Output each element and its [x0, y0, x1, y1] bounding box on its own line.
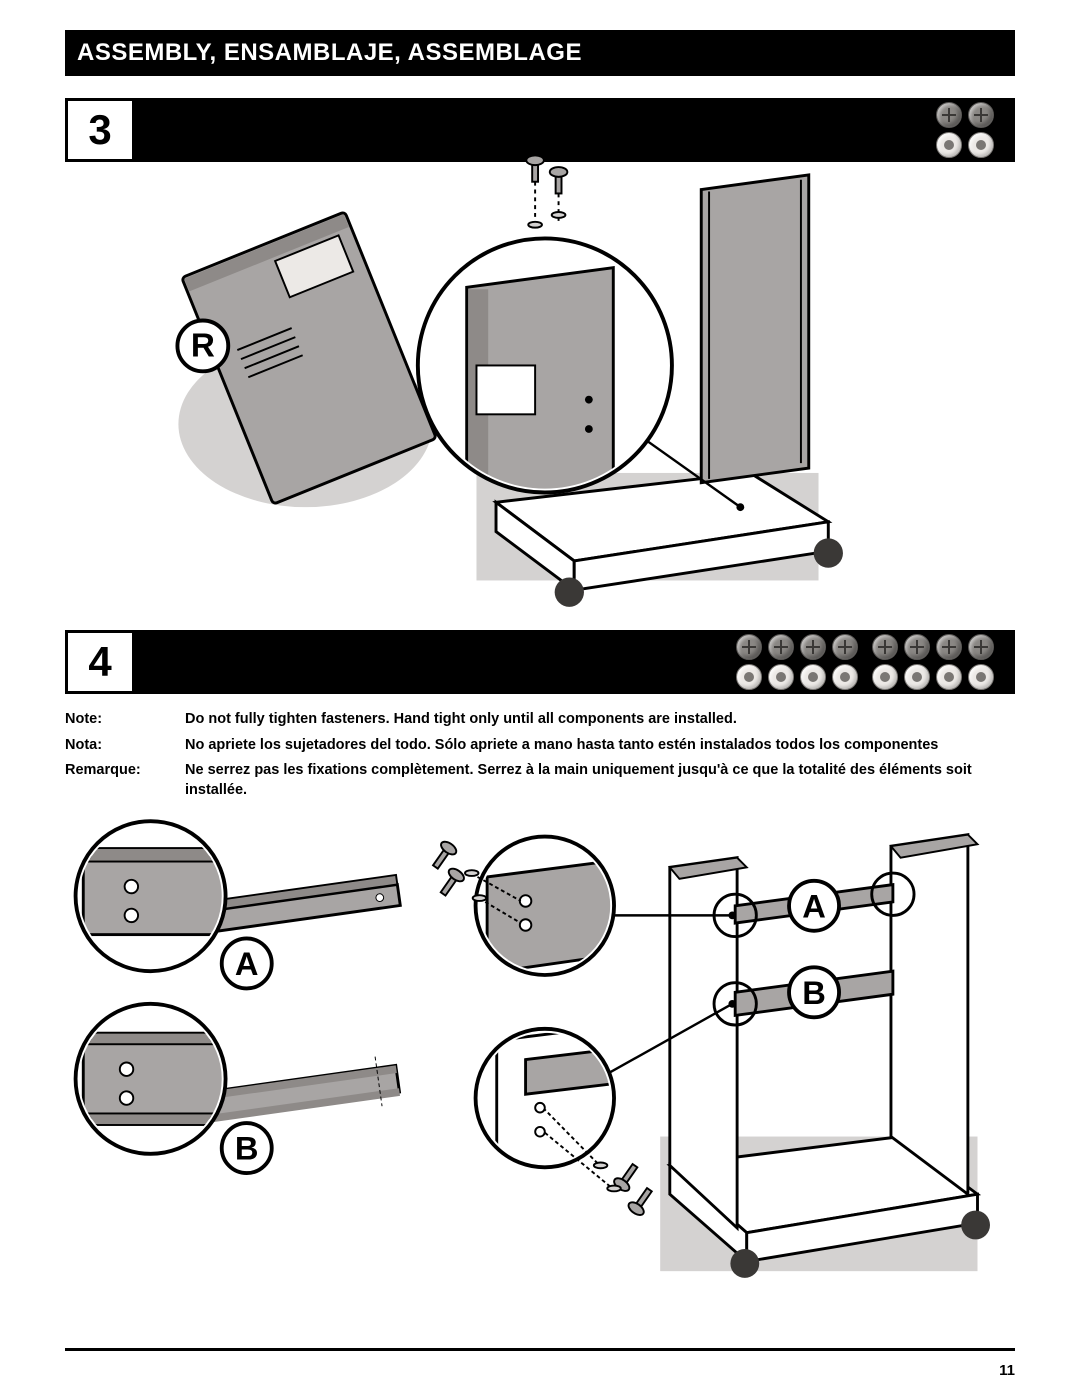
step-bar-4: 4 — [65, 630, 1015, 694]
page-number: 11 — [999, 1362, 1015, 1379]
hardware-set — [736, 634, 858, 690]
washer-icon — [800, 664, 826, 690]
step-hardware — [132, 101, 1012, 159]
note-row: Note: Do not fully tighten fasteners. Ha… — [65, 710, 1015, 730]
callout-B: B — [802, 974, 826, 1011]
step-number: 3 — [68, 101, 132, 159]
note-label: Nota: — [65, 736, 185, 756]
step-hardware — [132, 633, 1012, 691]
note-row: Remarque: Ne serrez pas les fixations co… — [65, 761, 1015, 800]
washer-icon — [936, 664, 962, 690]
section-title: ASSEMBLY, ENSAMBLAJE, ASSEMBLAGE — [77, 39, 582, 67]
callout-B: B — [235, 1130, 259, 1167]
bolt-icon — [936, 634, 962, 660]
note-text: No apriete los sujetadores del todo. Sól… — [185, 736, 1015, 756]
callout-R: R — [191, 327, 215, 364]
bolt-icon — [736, 634, 762, 660]
washer-icon — [904, 664, 930, 690]
bolt-icon — [968, 102, 994, 128]
section-header: ASSEMBLY, ENSAMBLAJE, ASSEMBLAGE — [65, 30, 1015, 76]
washer-icon — [968, 132, 994, 158]
note-label: Remarque: — [65, 761, 185, 800]
note-row: Nota: No apriete los sujetadores del tod… — [65, 736, 1015, 756]
bolt-icon — [800, 634, 826, 660]
step-bar-3: 3 — [65, 98, 1015, 162]
washer-icon — [872, 664, 898, 690]
note-text: Do not fully tighten fasteners. Hand tig… — [185, 710, 1015, 730]
note-label: Note: — [65, 710, 185, 730]
assembly-page: ASSEMBLY, ENSAMBLAJE, ASSEMBLAGE 3 — [0, 0, 1080, 1397]
bolt-icon — [968, 634, 994, 660]
washer-icon — [936, 132, 962, 158]
bolt-icon — [936, 102, 962, 128]
step-number: 4 — [68, 633, 132, 691]
washer-icon — [968, 664, 994, 690]
bolt-icon — [872, 634, 898, 660]
note-text: Ne serrez pas les fixations complètement… — [185, 761, 1015, 800]
bolt-icon — [832, 634, 858, 660]
footer-rule — [65, 1348, 1015, 1351]
hardware-set — [936, 102, 994, 158]
step-4-diagram: A — [65, 800, 1015, 1300]
step-3-diagram: R — [65, 170, 1015, 600]
hardware-set — [872, 634, 994, 690]
callout-A: A — [235, 945, 259, 982]
washer-icon — [832, 664, 858, 690]
washer-icon — [768, 664, 794, 690]
callout-A: A — [802, 887, 826, 924]
bolt-icon — [768, 634, 794, 660]
bolt-icon — [904, 634, 930, 660]
step-4-notes: Note: Do not fully tighten fasteners. Ha… — [65, 710, 1015, 806]
washer-icon — [736, 664, 762, 690]
